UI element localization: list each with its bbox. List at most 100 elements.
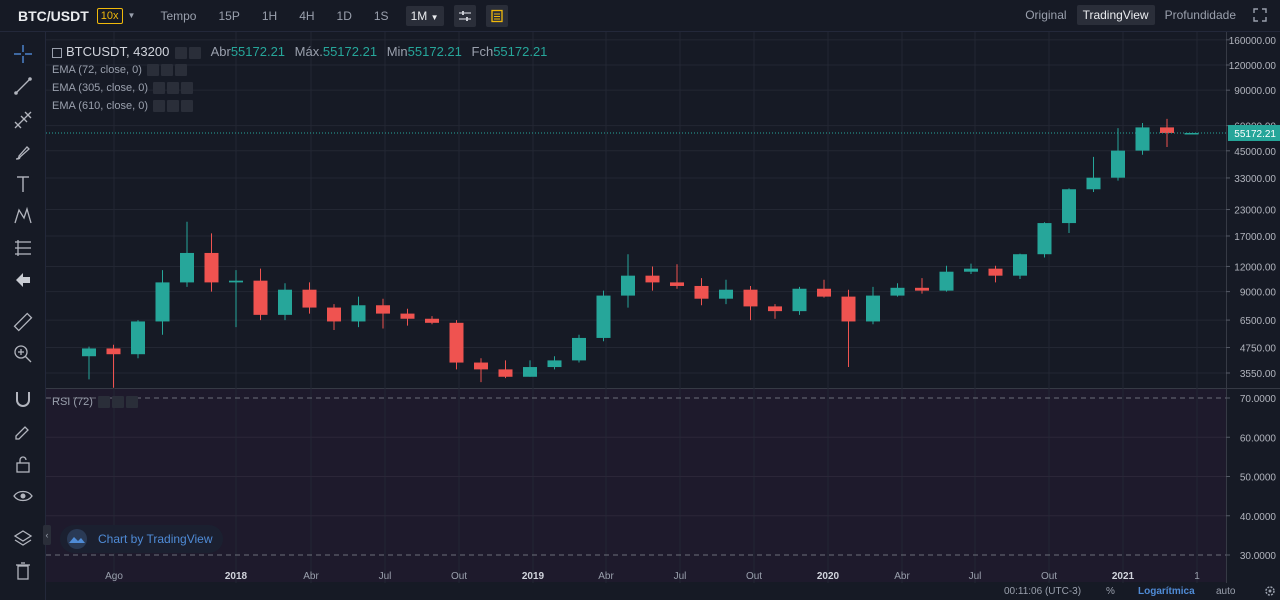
price-axis-label: 45000.00: [1234, 147, 1276, 158]
crosshair-tool[interactable]: [11, 42, 35, 66]
indicator-rsi[interactable]: RSI (72): [52, 396, 139, 409]
interval-tempo[interactable]: Tempo: [160, 8, 197, 23]
close-icon[interactable]: [181, 82, 194, 95]
close-icon[interactable]: [181, 100, 194, 113]
price-axis-label: 17000.00: [1234, 232, 1276, 243]
fullscreen-icon[interactable]: [1252, 7, 1268, 23]
interval-1m[interactable]: 1M ▼: [405, 5, 444, 26]
price-axis-label: 12000.00: [1234, 262, 1276, 273]
indicator-ema-610[interactable]: EMA (610, close, 0): [52, 100, 194, 113]
legend-collapse-icon[interactable]: [52, 47, 62, 58]
time-axis-label: Jul: [379, 571, 392, 582]
close-icon[interactable]: [174, 64, 187, 77]
brush-tool[interactable]: [11, 140, 35, 164]
time-axis-label: Abr: [598, 571, 614, 582]
candle-body: [82, 348, 96, 357]
eye-icon[interactable]: [98, 396, 111, 409]
time-axis-label: 2019: [522, 571, 545, 582]
interval-15p[interactable]: 15P: [218, 8, 240, 23]
price-axis-label: 33000.00: [1234, 174, 1276, 185]
price-chart[interactable]: 160000.00120000.0090000.0060000.0045000.…: [46, 32, 1280, 583]
interval-1m-label: 1M: [410, 8, 428, 23]
close-icon[interactable]: [188, 46, 201, 59]
view-tradingview[interactable]: TradingView: [1076, 5, 1155, 25]
chevron-down-icon[interactable]: ▼: [127, 11, 136, 20]
eye-icon[interactable]: [146, 64, 159, 77]
percent-toggle[interactable]: %: [1106, 586, 1115, 597]
collapse-toolbar-button[interactable]: ‹: [43, 525, 51, 545]
lock-icon: [16, 456, 30, 473]
close-icon[interactable]: [126, 396, 139, 409]
bottom-bar: 00:11:06 (UTC-3) % Logarítmica auto: [46, 583, 1280, 600]
view-original[interactable]: Original: [1025, 8, 1067, 22]
lock-tool[interactable]: [11, 452, 35, 476]
drawing-toolbar: [0, 32, 46, 600]
candle-body: [1037, 223, 1052, 255]
interval-1h[interactable]: 1H: [261, 8, 278, 23]
log-toggle[interactable]: Logarítmica: [1138, 586, 1195, 597]
fib-tool[interactable]: [11, 108, 35, 132]
rsi-axis-label: 60.0000: [1240, 433, 1277, 444]
legend-symbol: BTCUSDT, 43200: [66, 44, 170, 59]
stay-drawing-tool[interactable]: [11, 419, 35, 443]
view-depth[interactable]: Profundidade: [1164, 8, 1236, 22]
high-label: Máx.: [294, 44, 323, 59]
leverage-badge[interactable]: 10x: [96, 7, 123, 24]
ruler-tool[interactable]: [11, 310, 35, 334]
candle-body: [768, 306, 782, 312]
settings-icon[interactable]: [167, 82, 180, 95]
watermark-text: Chart by TradingView: [98, 532, 213, 546]
price-axis-label: 3550.00: [1240, 369, 1277, 380]
time-axis[interactable]: Ago 2018 Abr Jul Out 2019 Abr Jul Out 2020 Abr Jul O…: [105, 571, 1200, 582]
time-axis-label: Jul: [674, 571, 687, 582]
visibility-tool[interactable]: [11, 484, 35, 508]
interval-1s[interactable]: 1S: [373, 8, 389, 23]
price-axis-label: 160000.00: [1229, 36, 1277, 47]
settings-icon[interactable]: [160, 64, 173, 77]
indicators-button[interactable]: [485, 4, 508, 27]
indicator-ema-72[interactable]: EMA (72, close, 0): [52, 64, 187, 77]
rsi-level-lines: [46, 397, 1226, 556]
magnet-tool[interactable]: [11, 387, 35, 411]
price-axis-label: 120000.00: [1229, 61, 1277, 72]
price-axis[interactable]: 160000.00120000.0090000.0060000.0045000.…: [1226, 36, 1276, 380]
gear-icon[interactable]: [1264, 585, 1276, 597]
fib-icon: [14, 111, 32, 129]
text-tool[interactable]: [11, 172, 35, 196]
candle-body: [866, 295, 880, 322]
indicator-ema-305[interactable]: EMA (305, close, 0): [52, 82, 194, 95]
interval-1d[interactable]: 1D: [336, 8, 352, 23]
prediction-tool[interactable]: [11, 236, 35, 260]
indicator-ema-305-label: EMA (305, close, 0): [52, 82, 148, 94]
clock-time[interactable]: 00:11:06 (UTC-3): [1004, 586, 1082, 597]
pair-title[interactable]: BTC/USDT: [18, 7, 89, 24]
time-axis-label: Ago: [105, 571, 123, 582]
zoom-tool[interactable]: [11, 342, 35, 366]
delete-tool[interactable]: [11, 559, 35, 583]
back-tool[interactable]: [11, 268, 35, 292]
auto-toggle[interactable]: auto: [1216, 586, 1236, 597]
rsi-axis[interactable]: 70.0000 60.0000 50.0000 40.0000 30.0000: [1226, 394, 1276, 562]
arrow-left-icon: [16, 273, 30, 287]
settings-icon[interactable]: [174, 46, 187, 59]
candle-body: [719, 289, 733, 299]
settings-icon[interactable]: [167, 100, 180, 113]
rsi-pane: [46, 389, 1226, 582]
symbol-legend: BTCUSDT, 43200 Abr55172.21 Máx.55172.21 …: [52, 44, 547, 59]
magnet-icon: [16, 392, 30, 407]
settings-button[interactable]: [453, 4, 476, 27]
settings-icon[interactable]: [112, 396, 125, 409]
crosshair-icon: [14, 45, 32, 63]
layers-tool[interactable]: [11, 527, 35, 551]
trendline-tool[interactable]: [11, 74, 35, 98]
eye-icon[interactable]: [153, 82, 166, 95]
trendline-icon: [14, 77, 32, 95]
interval-4h[interactable]: 4H: [299, 8, 315, 23]
high-value: 55172.21: [322, 44, 378, 59]
time-axis-label: Out: [746, 571, 762, 582]
pattern-tool[interactable]: [11, 204, 35, 228]
candle-body: [498, 369, 513, 377]
tradingview-watermark[interactable]: Chart by TradingView: [60, 525, 223, 553]
eye-icon[interactable]: [153, 100, 166, 113]
last-price-label: 55172.21: [1234, 129, 1276, 140]
